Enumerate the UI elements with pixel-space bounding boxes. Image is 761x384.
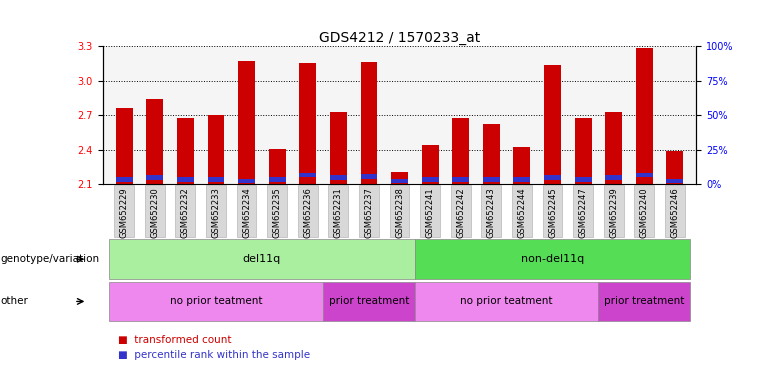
Bar: [330, 112, 347, 184]
Bar: [361, 62, 377, 184]
Text: GSM652238: GSM652238: [395, 187, 404, 238]
Bar: [177, 177, 194, 182]
Text: GSM652245: GSM652245: [548, 187, 557, 238]
FancyBboxPatch shape: [145, 185, 164, 237]
FancyBboxPatch shape: [206, 185, 226, 237]
Bar: [177, 118, 194, 184]
FancyBboxPatch shape: [109, 281, 323, 321]
Bar: [636, 173, 653, 177]
Text: genotype/variation: genotype/variation: [1, 254, 100, 264]
FancyBboxPatch shape: [175, 185, 196, 237]
Text: no prior teatment: no prior teatment: [460, 296, 552, 306]
Text: GSM652242: GSM652242: [456, 187, 465, 238]
Text: GSM652247: GSM652247: [578, 187, 587, 238]
FancyBboxPatch shape: [603, 185, 624, 237]
Bar: [330, 175, 347, 180]
Text: GSM652233: GSM652233: [212, 187, 221, 238]
Bar: [299, 173, 316, 177]
Bar: [452, 177, 469, 182]
FancyBboxPatch shape: [390, 185, 409, 237]
Text: GSM652239: GSM652239: [610, 187, 618, 238]
Bar: [146, 175, 163, 180]
Text: non-del11q: non-del11q: [521, 254, 584, 264]
Text: GSM652235: GSM652235: [272, 187, 282, 238]
Bar: [422, 177, 438, 182]
Bar: [544, 175, 561, 180]
Bar: [605, 175, 622, 180]
Text: ■  transformed count: ■ transformed count: [118, 335, 231, 345]
Title: GDS4212 / 1570233_at: GDS4212 / 1570233_at: [319, 31, 480, 45]
FancyBboxPatch shape: [298, 185, 317, 237]
Bar: [238, 61, 255, 184]
FancyBboxPatch shape: [329, 185, 349, 237]
Text: GSM652231: GSM652231: [334, 187, 343, 238]
Bar: [299, 63, 316, 184]
Bar: [116, 177, 132, 182]
Bar: [667, 179, 683, 183]
Bar: [269, 149, 285, 184]
Bar: [422, 145, 438, 184]
Text: GSM652246: GSM652246: [670, 187, 680, 238]
Text: GSM652236: GSM652236: [303, 187, 312, 238]
Bar: [483, 177, 500, 182]
FancyBboxPatch shape: [323, 281, 415, 321]
FancyBboxPatch shape: [573, 185, 593, 237]
Bar: [116, 108, 132, 184]
Text: GSM652244: GSM652244: [517, 187, 527, 238]
Text: prior treatment: prior treatment: [329, 296, 409, 306]
FancyBboxPatch shape: [114, 185, 134, 237]
Bar: [269, 177, 285, 182]
Bar: [575, 118, 591, 184]
Bar: [452, 118, 469, 184]
Text: GSM652229: GSM652229: [119, 187, 129, 238]
Text: GSM652230: GSM652230: [150, 187, 159, 238]
Bar: [391, 179, 408, 183]
FancyBboxPatch shape: [109, 239, 415, 279]
Text: ■  percentile rank within the sample: ■ percentile rank within the sample: [118, 350, 310, 360]
FancyBboxPatch shape: [635, 185, 654, 237]
Text: GSM652243: GSM652243: [487, 187, 496, 238]
Text: no prior teatment: no prior teatment: [170, 296, 263, 306]
FancyBboxPatch shape: [420, 185, 440, 237]
Text: GSM652240: GSM652240: [640, 187, 649, 238]
Bar: [483, 124, 500, 184]
Bar: [391, 172, 408, 184]
Bar: [575, 177, 591, 182]
Text: GSM652241: GSM652241: [425, 187, 435, 238]
Text: other: other: [1, 296, 29, 306]
Bar: [208, 115, 224, 184]
FancyBboxPatch shape: [512, 185, 532, 237]
Bar: [514, 177, 530, 182]
FancyBboxPatch shape: [543, 185, 562, 237]
Bar: [636, 48, 653, 184]
FancyBboxPatch shape: [482, 185, 501, 237]
Bar: [238, 179, 255, 183]
Text: del11q: del11q: [243, 254, 281, 264]
Text: prior treatment: prior treatment: [604, 296, 684, 306]
Bar: [361, 174, 377, 179]
Bar: [605, 112, 622, 184]
FancyBboxPatch shape: [415, 239, 690, 279]
FancyBboxPatch shape: [451, 185, 470, 237]
FancyBboxPatch shape: [267, 185, 287, 237]
Bar: [667, 151, 683, 184]
Text: GSM652234: GSM652234: [242, 187, 251, 238]
Bar: [544, 65, 561, 184]
FancyBboxPatch shape: [598, 281, 690, 321]
FancyBboxPatch shape: [665, 185, 685, 237]
FancyBboxPatch shape: [359, 185, 379, 237]
Bar: [514, 147, 530, 184]
Bar: [146, 99, 163, 184]
Text: GSM652232: GSM652232: [181, 187, 189, 238]
Text: GSM652237: GSM652237: [365, 187, 374, 238]
FancyBboxPatch shape: [237, 185, 256, 237]
Bar: [208, 177, 224, 182]
FancyBboxPatch shape: [415, 281, 598, 321]
